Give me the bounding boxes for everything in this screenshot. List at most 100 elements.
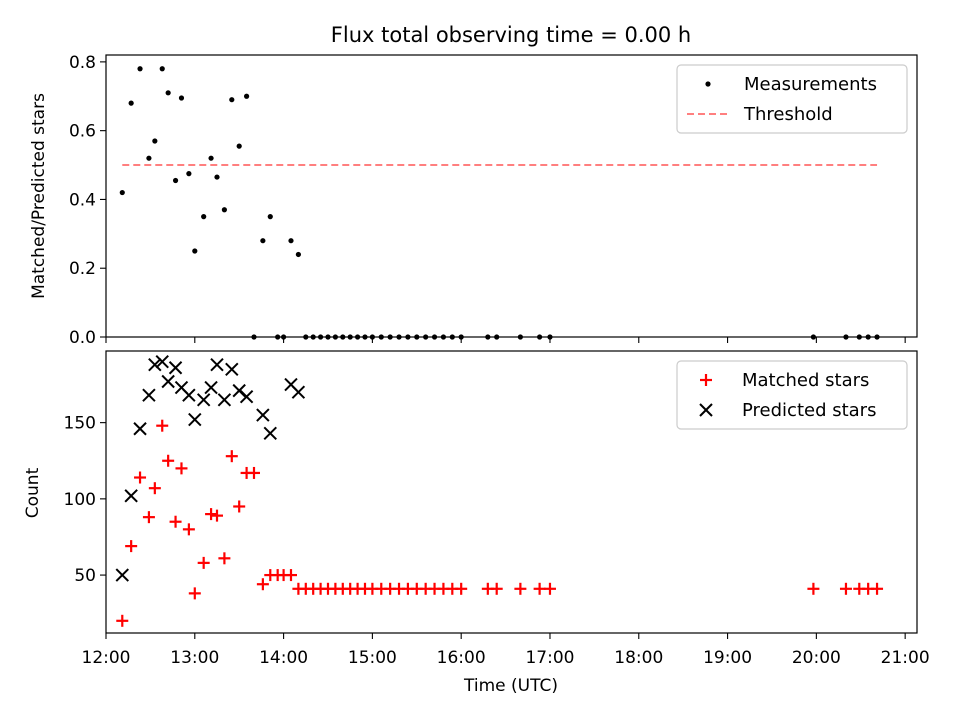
- predicted-star-point: [210, 358, 224, 372]
- star-count-plot-area: [115, 354, 884, 627]
- predicted-star-point: [225, 362, 239, 376]
- legend-measurements-label: Measurements: [744, 74, 877, 95]
- measurement-point: [178, 95, 185, 101]
- measurement-point: [137, 66, 143, 72]
- matched-star-point: [205, 508, 218, 521]
- predicted-star-point: [124, 489, 138, 503]
- predicted-star-point: [161, 374, 175, 389]
- matched-star-point: [807, 582, 820, 595]
- matched-star-point: [210, 509, 223, 522]
- measurement-point: [192, 248, 198, 254]
- measurement-point: [159, 66, 165, 72]
- predicted-star-point: [291, 385, 306, 399]
- matched-star-point: [247, 466, 260, 479]
- legend-matched-stars-marker: [700, 374, 712, 386]
- matched-star-point: [182, 523, 195, 536]
- predicted-star-point: [196, 393, 211, 407]
- predicted-star-point: [155, 354, 169, 369]
- measurement-point: [119, 189, 125, 196]
- measurement-point: [295, 251, 301, 258]
- legend-threshold-label: Threshold: [743, 104, 833, 125]
- legend-measurements-marker: [705, 81, 711, 87]
- matched-star-point: [514, 582, 527, 595]
- matched-star-point: [256, 578, 269, 591]
- top-y-tick-label: 0.2: [69, 259, 96, 279]
- top-y-tick-label: 0.8: [69, 53, 96, 73]
- matched-star-point: [455, 582, 468, 595]
- bottom-y-tick-label: 100: [64, 490, 96, 510]
- top-y-tick-label: 0.0: [69, 328, 96, 348]
- matched-star-point: [543, 582, 556, 595]
- predicted-star-point: [263, 426, 277, 441]
- matched-star-point: [169, 515, 182, 528]
- legend-predicted-stars-label: Predicted stars: [742, 400, 876, 421]
- bottom-axes-frame: [105, 350, 918, 634]
- top-y-tick-label: 0.4: [69, 190, 96, 210]
- predicted-star-point: [188, 412, 202, 427]
- measurement-point: [186, 171, 192, 177]
- predicted-star-point: [168, 361, 183, 375]
- measurement-point: [288, 238, 294, 244]
- predicted-star-point: [133, 422, 147, 436]
- bottom-legend-box: [676, 360, 908, 430]
- top-y-axis-label: Matched/Predicted stars: [29, 93, 49, 299]
- bottom-y-tick-label: 50: [74, 566, 96, 586]
- x-tick-label: 17:00: [525, 648, 574, 668]
- predicted-star-point: [115, 568, 129, 582]
- x-tick-label: 15:00: [348, 648, 397, 668]
- x-axis-label: Time (UTC): [463, 676, 558, 696]
- x-tick-label: 16:00: [437, 648, 486, 668]
- measurement-point: [260, 238, 266, 244]
- bottom-y-tick-label: 150: [64, 414, 96, 434]
- matched-star-point: [142, 511, 155, 524]
- matched-star-point: [218, 552, 231, 565]
- matched-star-point: [533, 582, 546, 595]
- chart-title: Flux total observing time = 0.00 h: [331, 23, 691, 47]
- matched-star-point: [871, 582, 884, 595]
- bottom-legend: Matched stars Predicted stars: [676, 360, 908, 430]
- matched-star-point: [197, 556, 210, 569]
- measurement-point: [201, 214, 207, 220]
- matched-star-point: [148, 482, 161, 495]
- top-legend-box: [676, 64, 908, 134]
- matched-star-point: [284, 569, 297, 582]
- legend-predicted-stars-marker: [699, 403, 713, 417]
- matched-ratio-axes: 0.00.20.40.60.8 Matched/Predicted stars …: [29, 53, 918, 348]
- measurement-point: [152, 138, 158, 144]
- predicted-star-point: [204, 380, 218, 395]
- x-tick-label: 14:00: [259, 648, 308, 668]
- predicted-star-point: [217, 393, 232, 407]
- bottom-y-ticks: 50 100 150: [64, 414, 106, 586]
- predicted-star-point: [142, 388, 156, 402]
- top-y-ticks: 0.0 0.2 0.4 0.6 0.8: [69, 53, 106, 348]
- predicted-star-point: [148, 358, 162, 372]
- x-tick-label: 18:00: [614, 648, 663, 668]
- top-legend: Measurements Threshold: [676, 64, 908, 134]
- matched-star-point: [490, 582, 503, 595]
- legend-matched-stars-label: Matched stars: [742, 370, 869, 391]
- measurement-point: [214, 174, 220, 180]
- top-y-tick-label: 0.6: [69, 122, 96, 142]
- matched-star-point: [116, 614, 129, 627]
- top-x-ticks: [105, 337, 906, 343]
- measurement-point: [243, 93, 250, 99]
- matched-star-point: [162, 454, 175, 467]
- top-axes-frame: [105, 54, 918, 338]
- measurement-point: [267, 214, 273, 220]
- bottom-x-ticks: 12:00 13:00 14:00 15:00 16:00 17:00 18:00 19:00…: [82, 633, 930, 668]
- x-tick-label: 19:00: [703, 648, 752, 668]
- x-tick-label: 21:00: [881, 648, 930, 668]
- predicted-star-point: [239, 390, 254, 404]
- x-tick-label: 20:00: [792, 648, 841, 668]
- x-tick-label: 12:00: [82, 648, 131, 668]
- matched-ratio-plot-area: [119, 66, 880, 340]
- matched-star-point: [225, 450, 238, 463]
- matched-star-point: [233, 500, 246, 513]
- matched-star-point: [839, 582, 852, 595]
- measurement-point: [146, 155, 152, 161]
- measurement-point: [236, 143, 242, 149]
- predicted-star-point: [182, 388, 196, 402]
